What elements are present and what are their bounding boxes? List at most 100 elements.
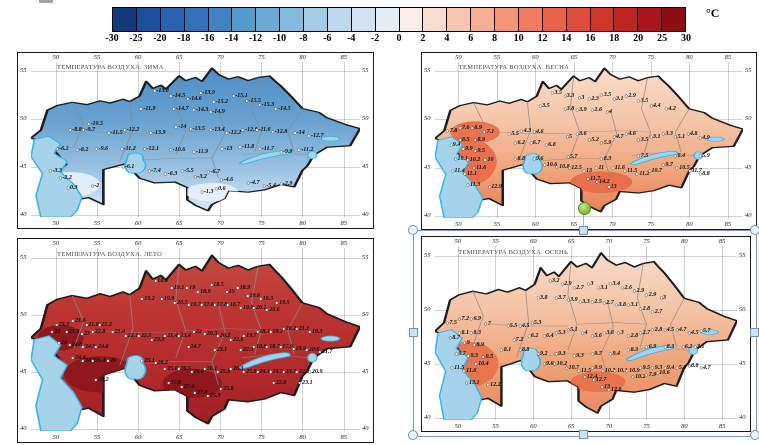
temp-value-label: 4 bbox=[581, 330, 588, 336]
colorbar-tick: 4 bbox=[444, 33, 450, 44]
lon-label: 75 bbox=[258, 433, 265, 441]
temp-value-label: 2.9 bbox=[625, 93, 636, 100]
lat-label: 40 bbox=[424, 212, 431, 220]
temp-value-label: 5.6 bbox=[591, 333, 602, 340]
temp-value-label: 18.7 bbox=[266, 343, 280, 350]
temp-value-label: 8.8 bbox=[699, 171, 710, 178]
temp-value-label: 10.6 bbox=[543, 161, 558, 168]
temp-value-label: 2.9 bbox=[633, 288, 645, 295]
temp-value-label: -4.7 bbox=[247, 179, 260, 186]
temp-value-label: 25.3 bbox=[207, 393, 221, 400]
temp-value-label: 9.4 bbox=[663, 364, 675, 371]
lon-label: 60 bbox=[134, 219, 142, 227]
temp-value-label: -15.2 bbox=[212, 99, 229, 106]
temp-value-label: 3.1 bbox=[613, 96, 624, 103]
temp-value-label: 23 bbox=[80, 331, 90, 337]
lon-label: 75 bbox=[258, 219, 265, 227]
lon-label: 65 bbox=[570, 53, 578, 61]
colorbar-tick: 8 bbox=[492, 33, 498, 44]
lat-label: 45 bbox=[739, 360, 746, 368]
map-panel-spring[interactable]: ТЕМПЕРАТУРА ВОЗДУХА. ВЕСНА 3.5 3.3 3 2.3 3.5… bbox=[421, 52, 757, 230]
temp-value-label: 12.9 bbox=[488, 183, 502, 190]
map-panel-autumn[interactable]: ТЕМПЕРАТУРА ВОЗДУХА. ОСЕНЬ 3.2 2.9 2.7 3 3.1… bbox=[421, 236, 751, 432]
temp-value-label: 6.8 bbox=[545, 141, 556, 148]
temp-value-label: -11.5 bbox=[107, 130, 123, 137]
temperature-colorbar[interactable] bbox=[112, 7, 686, 32]
temp-value-label: -11.6 bbox=[255, 127, 271, 134]
temp-value-label: -12.1 bbox=[143, 145, 159, 152]
lon-label: 85 bbox=[718, 237, 726, 245]
rotation-handle[interactable] bbox=[578, 202, 591, 215]
temp-value-label: 19.9 bbox=[240, 305, 254, 312]
selection-handle-top-center[interactable] bbox=[579, 226, 588, 235]
selection-handle-top-left[interactable] bbox=[408, 225, 418, 235]
lon-label: 50 bbox=[455, 53, 462, 61]
colorbar-cell bbox=[662, 8, 685, 31]
colorbar-tick: -4 bbox=[346, 33, 356, 44]
temp-value-label: 12.8 bbox=[608, 387, 622, 394]
temp-value-label: 3.7 bbox=[555, 295, 566, 302]
temp-value-label: 19.7 bbox=[243, 332, 257, 339]
colorbar-cell bbox=[375, 8, 400, 31]
colorbar-tick: 20 bbox=[633, 33, 644, 44]
lon-label: 70 bbox=[217, 433, 224, 441]
temp-value-label: 4.6 bbox=[625, 130, 636, 137]
selection-handle-bottom-right[interactable] bbox=[750, 430, 759, 440]
selection-handle-middle-left[interactable] bbox=[409, 328, 418, 337]
temp-value-label: 7.6 bbox=[459, 124, 470, 131]
colorbar-tick: -8 bbox=[299, 33, 308, 44]
temp-value-label: 18.9 bbox=[197, 288, 211, 295]
temp-value-label: 2.7 bbox=[603, 300, 614, 307]
temp-value-label: 8.8 bbox=[514, 155, 525, 162]
temp-value-label: 8.3 bbox=[663, 343, 675, 350]
selection-handle-bottom-left[interactable] bbox=[408, 430, 418, 440]
selection-handle-middle-right[interactable] bbox=[750, 328, 759, 337]
map-panel-summer[interactable]: ТЕМПЕРАТУРА ВОЗДУХА. ЛЕТО 18.8 19.1 19 18.9… bbox=[17, 238, 374, 443]
selection-handle-top-right[interactable] bbox=[750, 225, 759, 235]
temp-value-label: 10.7 bbox=[565, 364, 580, 371]
temp-value-label: 6.2 bbox=[514, 140, 525, 147]
temp-value-label: 5.7 bbox=[567, 154, 578, 161]
temp-value-label: 18.5 bbox=[210, 281, 224, 288]
lat-label: 55 bbox=[739, 251, 746, 259]
temp-value-label: 25.8 bbox=[220, 385, 234, 392]
lat-label: 40 bbox=[362, 425, 369, 433]
temp-value-label: 4.4 bbox=[650, 102, 661, 109]
lon-label: 50 bbox=[455, 220, 462, 228]
colorbar-tick: 14 bbox=[561, 33, 572, 44]
grid-line-lat bbox=[435, 216, 743, 218]
temp-value-label: 5.9 bbox=[676, 364, 687, 371]
lon-label: 60 bbox=[532, 53, 539, 61]
temp-value-label: 3.5 bbox=[600, 91, 612, 98]
temp-value-label: -6.3 bbox=[164, 170, 178, 177]
temp-value-label: 8.7 bbox=[449, 335, 460, 342]
temp-value-label: 4.5 bbox=[519, 323, 530, 330]
lat-label: 40 bbox=[745, 212, 752, 220]
lat-label: 40 bbox=[424, 414, 431, 422]
lon-label: 50 bbox=[454, 237, 462, 245]
lon-label: 70 bbox=[605, 422, 613, 430]
temp-value-label: 13.1 bbox=[466, 380, 480, 387]
temp-value-label: 4.2 bbox=[665, 105, 676, 112]
temp-value-label: 11.3 bbox=[466, 182, 481, 189]
lon-label: 80 bbox=[299, 433, 306, 441]
temp-value-label: 12.5 bbox=[568, 165, 582, 172]
map-panel-winter[interactable]: ТЕМПЕРАТУРА ВОЗДУХА. ЗИМА -13.8 -14.5 -14.… bbox=[17, 52, 374, 229]
colorbar-cell bbox=[232, 8, 257, 31]
selection-handle-bottom-center[interactable] bbox=[579, 430, 588, 439]
temp-value-label: 25.6 bbox=[164, 365, 178, 372]
temp-value-label: 0.6 bbox=[215, 186, 226, 193]
colorbar-cell bbox=[566, 8, 591, 31]
temp-value-label: 10.1 bbox=[614, 368, 628, 375]
lon-label: 70 bbox=[217, 53, 224, 61]
temp-value-label: 20.9 bbox=[309, 369, 323, 376]
lon-label: 85 bbox=[718, 422, 726, 430]
lon-label: 55 bbox=[93, 239, 101, 247]
colorbar-tick: -18 bbox=[177, 33, 191, 44]
temp-value-label: 17.6 bbox=[200, 301, 214, 308]
lat-label: 50 bbox=[739, 305, 746, 313]
temp-value-label: 2.5 bbox=[591, 298, 602, 305]
map-plot: 3.5 3.3 3 2.3 3.5 3.1 2.9 3.5 4.4 4.2 3.8 3.9 2.6 4 3.… bbox=[435, 62, 743, 218]
temp-value-label: 3 bbox=[617, 330, 624, 336]
